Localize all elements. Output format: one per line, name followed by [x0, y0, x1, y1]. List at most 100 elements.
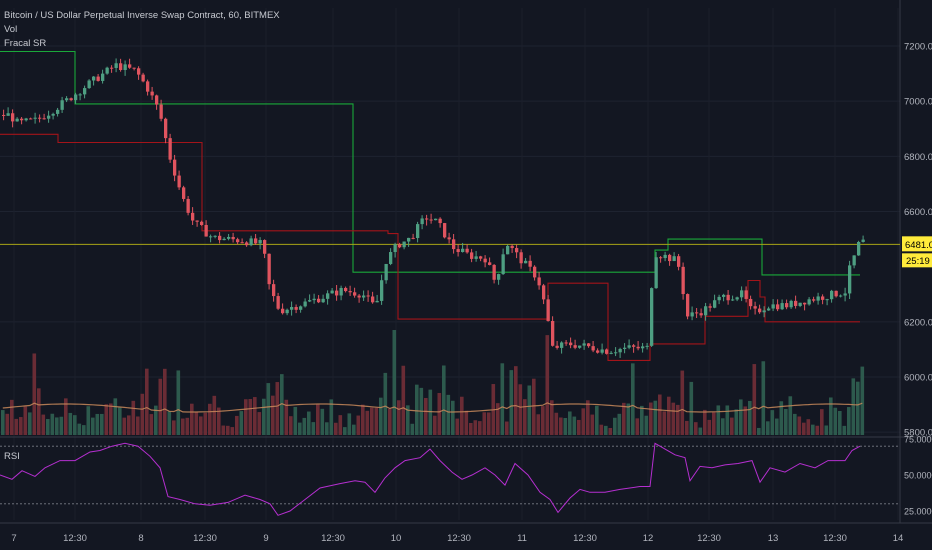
time-tick-label: 13: [768, 533, 779, 544]
candle-body: [366, 295, 370, 297]
candle-body: [375, 300, 379, 303]
candle-body: [753, 306, 757, 309]
candle-body: [600, 349, 604, 353]
volume-bar: [590, 414, 595, 435]
candle-body: [96, 76, 100, 81]
volume-bar: [482, 412, 487, 435]
candle-body: [762, 310, 766, 313]
volume-bar: [842, 425, 847, 435]
volume-bar: [23, 406, 28, 435]
candle-body: [668, 254, 672, 262]
candle-body: [722, 294, 726, 297]
volume-bar: [347, 413, 352, 435]
volume-bar: [32, 353, 37, 435]
countdown-tag: [902, 253, 932, 268]
volume-bar: [595, 405, 599, 435]
volume-bar: [833, 407, 838, 435]
candle-body: [839, 295, 843, 297]
candle-body: [92, 76, 96, 81]
candle-body: [299, 306, 303, 310]
candle-body: [218, 235, 222, 241]
volume-bar: [856, 381, 860, 435]
volume-bar: [244, 399, 248, 435]
candle-body: [623, 347, 627, 349]
volume-bar: [676, 404, 680, 435]
volume-bar: [365, 410, 370, 435]
volume-bar: [446, 394, 451, 435]
volume-bar: [626, 403, 631, 435]
candle-body: [443, 223, 447, 238]
candle-body: [312, 298, 316, 301]
volume-bar: [122, 417, 127, 435]
volume-bar: [28, 412, 32, 435]
volume-bar: [442, 365, 446, 435]
candle-body: [672, 256, 676, 262]
candle-body: [105, 67, 109, 74]
volume-bar: [221, 425, 226, 435]
time-tick-label: 12: [643, 533, 654, 544]
candle-body: [177, 175, 181, 188]
candle-body: [141, 74, 145, 82]
candle-body: [416, 224, 420, 239]
candle-body: [614, 352, 618, 354]
volume-bar: [815, 425, 820, 435]
volume-ma-line: [2, 402, 863, 413]
candle-body: [461, 248, 465, 253]
volume-bar: [424, 397, 428, 435]
candle-body: [542, 285, 546, 300]
candle-body: [708, 306, 712, 308]
volume-bar: [158, 378, 163, 435]
volume-bar: [55, 417, 59, 435]
volume-bar: [509, 370, 514, 435]
volume-bar: [752, 364, 757, 435]
candle-body: [627, 345, 631, 348]
candle-body: [596, 350, 600, 353]
candle-body: [821, 296, 825, 300]
volume-bar: [388, 408, 392, 435]
volume-bar: [208, 403, 212, 435]
candle-body: [681, 266, 685, 295]
volume-bar: [572, 416, 577, 435]
volume-bar: [496, 403, 500, 435]
candle-body: [434, 218, 438, 221]
volume-bar: [469, 422, 473, 435]
volume-bar: [793, 413, 797, 435]
volume-bar: [154, 405, 158, 435]
candle-body: [726, 294, 730, 301]
volume-bar: [401, 365, 406, 435]
volume-bar: [311, 422, 316, 435]
candle-body: [56, 109, 60, 114]
candle-body: [335, 290, 339, 296]
candle-body: [290, 307, 294, 310]
volume-bar: [829, 397, 833, 435]
candle-body: [533, 266, 537, 278]
volume-bar: [248, 398, 253, 435]
volume-bar: [514, 366, 518, 435]
candle-body: [479, 256, 483, 259]
candle-body: [384, 263, 388, 281]
volume-bar: [464, 410, 469, 435]
candle-body: [825, 299, 829, 301]
candle-body: [515, 248, 519, 253]
candle-body: [488, 262, 492, 265]
volume-bar: [379, 397, 383, 435]
volume-bars: [1, 330, 865, 435]
candle-body: [155, 95, 159, 105]
volume-bar: [437, 393, 442, 435]
volume-bar: [167, 411, 172, 435]
volume-bar: [59, 416, 64, 435]
candle-body: [749, 298, 753, 307]
volume-bar: [721, 418, 725, 435]
candle-body: [582, 343, 586, 346]
candle-body: [465, 248, 469, 253]
volume-bar: [838, 411, 842, 435]
volume-bar: [217, 407, 221, 435]
volume-bar: [653, 400, 658, 435]
time-tick-label: 14: [893, 533, 904, 544]
candle-body: [686, 294, 690, 317]
volume-bar: [356, 415, 361, 435]
candle-body: [317, 298, 321, 303]
candle-body: [425, 218, 429, 220]
